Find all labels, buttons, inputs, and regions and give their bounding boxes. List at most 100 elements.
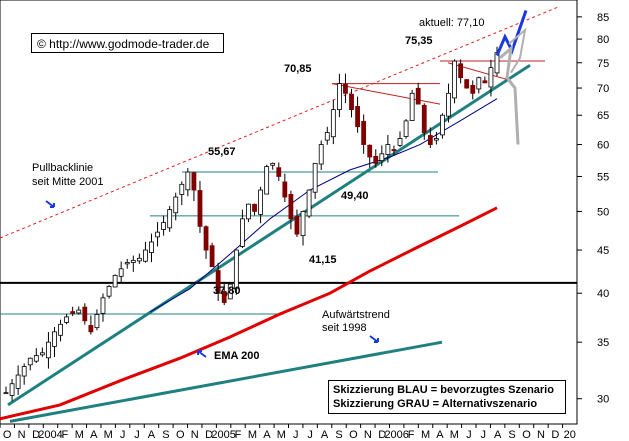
candle-body	[312, 162, 318, 193]
x-tick-label: N	[18, 429, 26, 441]
x-tick-label: 2006	[384, 429, 408, 441]
ema-arrow-icon	[197, 350, 207, 358]
candle-body	[124, 262, 130, 265]
candle-body	[215, 270, 221, 294]
candle-body	[294, 216, 300, 235]
candle-body	[433, 138, 439, 141]
pullback-label: Pullbacklinie	[32, 162, 93, 174]
candle-body	[179, 183, 185, 195]
candle-body	[336, 83, 342, 111]
y-tick-label: 40	[597, 288, 609, 300]
candle-body	[240, 218, 245, 247]
x-tick-label: 20	[564, 429, 576, 441]
x-tick-label: F	[408, 429, 415, 441]
candle-body	[355, 106, 360, 128]
moving-average-line	[149, 98, 498, 313]
candle-body	[343, 83, 348, 94]
candle-body	[415, 87, 421, 105]
candle-body	[203, 226, 209, 251]
x-tick-label: D	[205, 429, 213, 441]
y-tick-label: 30	[597, 394, 609, 406]
candle-body	[3, 392, 9, 395]
candle-body	[397, 138, 403, 146]
x-tick-label: S	[335, 429, 342, 441]
x-tick-label: M	[421, 429, 430, 441]
candle-body	[458, 63, 464, 79]
candle-body	[70, 311, 76, 314]
x-tick-label: O	[522, 429, 531, 441]
y-tick-label: 70	[597, 83, 609, 95]
candle-body	[373, 155, 379, 164]
candle-body	[470, 84, 476, 94]
triangle-line-lower	[331, 83, 441, 105]
x-tick-label: J	[307, 429, 313, 441]
ema-200-line	[0, 206, 498, 421]
x-tick-label: F	[235, 429, 242, 441]
legend-box: Skizzierung BLAU = bevorzugtes Szenario …	[328, 380, 566, 414]
y-tick-label: 60	[597, 140, 609, 152]
candle-body	[300, 211, 306, 237]
candle-body	[136, 257, 142, 262]
candle-body	[349, 93, 354, 111]
candle-body	[488, 67, 494, 88]
candle-body	[112, 274, 118, 288]
candle-body	[106, 286, 112, 297]
trend-line-1998	[9, 340, 443, 423]
candle-body	[9, 383, 15, 396]
source-label: © http://www.godmode-trader.de	[31, 33, 224, 53]
x-tick-label: S	[508, 429, 515, 441]
candle-body	[367, 144, 373, 158]
candle-body	[173, 196, 179, 214]
candle-body	[233, 249, 239, 290]
level-label-37-80: 37,80	[213, 285, 241, 297]
x-tick-label: 2005	[211, 429, 235, 441]
pullback-line	[0, 5, 561, 239]
x-tick-label: N	[537, 429, 545, 441]
x-tick-label: A	[494, 429, 502, 441]
candle-body	[282, 181, 288, 198]
x-tick-label: A	[148, 429, 156, 441]
candle-body	[324, 132, 330, 141]
candle-body	[270, 162, 276, 166]
level-label-75-35: 75,35	[405, 35, 433, 47]
x-tick-label: N	[191, 429, 199, 441]
candle-body	[46, 341, 51, 359]
candle-body	[385, 144, 391, 155]
x-tick-label: N	[364, 429, 372, 441]
candle-body	[155, 231, 160, 238]
candle-body	[143, 249, 148, 262]
candle-body	[252, 203, 257, 212]
candle-body	[88, 325, 94, 333]
candle-body	[197, 190, 203, 227]
scenario-blue-path	[495, 9, 528, 57]
candle-body	[39, 352, 45, 356]
x-tick-label: A	[90, 429, 98, 441]
candle-body	[94, 314, 100, 329]
candle-body	[33, 355, 39, 362]
y-tick-label: 65	[597, 110, 609, 122]
x-tick-label: M	[75, 429, 84, 441]
pullback-arrow-icon	[45, 200, 55, 208]
candle-body	[464, 79, 470, 89]
candle-body	[361, 120, 367, 145]
current-price-label: aktuell: 77,10	[419, 17, 484, 29]
x-tick-label: J	[293, 429, 299, 441]
candle-body	[258, 189, 263, 215]
candle-body	[21, 366, 27, 377]
candle-body	[288, 194, 294, 220]
scenario-gray-path-2	[508, 27, 527, 74]
candle-body	[221, 291, 227, 303]
candle-body	[391, 149, 397, 152]
y-tick-label: 55	[597, 171, 609, 183]
candle-body	[276, 167, 282, 177]
x-tick-label: O	[3, 429, 12, 441]
candle-body	[191, 172, 197, 191]
level-label-41-15: 41,15	[309, 254, 337, 266]
candle-body	[379, 153, 385, 162]
candle-body	[482, 80, 488, 84]
candle-body	[58, 323, 63, 336]
x-tick-label: M	[248, 429, 257, 441]
candle-body	[330, 109, 336, 138]
candle-body	[246, 203, 251, 220]
pullback-sublabel: seit Mitte 2001	[32, 176, 104, 188]
